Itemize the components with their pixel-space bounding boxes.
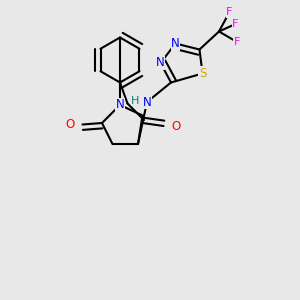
- Text: F: F: [234, 37, 240, 47]
- Text: O: O: [66, 118, 75, 131]
- Text: N: N: [142, 95, 152, 109]
- Text: F: F: [226, 7, 233, 17]
- Text: N: N: [156, 56, 165, 70]
- Text: S: S: [199, 67, 206, 80]
- Text: N: N: [116, 98, 124, 112]
- Text: H: H: [131, 95, 140, 106]
- Text: O: O: [171, 119, 180, 133]
- Text: N: N: [171, 37, 180, 50]
- Text: F: F: [232, 19, 239, 29]
